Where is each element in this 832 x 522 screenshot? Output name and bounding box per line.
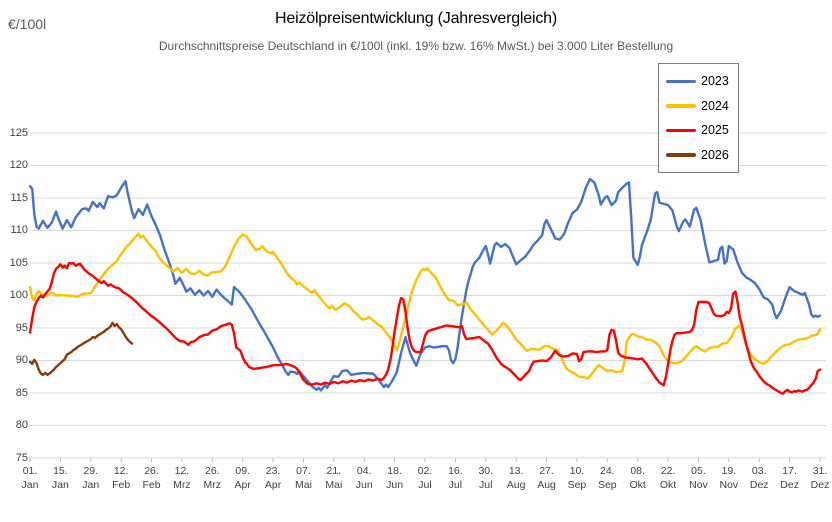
legend: 2023 2024 2025 2026 [658,63,739,173]
y-axis-unit-label: €/100l [8,16,47,32]
x-axis-tick-label: 07. Mai [294,465,312,491]
series-line-2023 [28,177,822,392]
legend-item-2023: 2023 [666,74,736,88]
legend-swatch-2026 [666,153,696,157]
y-axis-tick-label: 90 [15,354,28,366]
x-axis-tick-label: 09. Apr [234,465,251,491]
legend-item-2025: 2025 [666,123,736,137]
series-line-2024 [28,232,822,380]
legend-label: 2025 [701,123,729,138]
x-axis-tick-label: 03. Dez [749,465,769,491]
y-axis-tick-label: 125 [9,126,28,139]
legend-label: 2024 [701,98,729,113]
y-axis-tick-label: 80 [15,419,28,431]
series-line-2026 [28,321,134,376]
x-axis-tick-label: 01. Jan [21,465,39,491]
x-axis-tick-label: 22. Okt [659,465,677,491]
y-axis-tick-label: 110 [10,224,28,236]
x-axis-tick-label: 18. Jun [386,465,404,491]
x-axis-tick-label: 04. Jun [355,465,373,491]
y-axis-tick-label: 120 [9,159,28,171]
x-axis-tick-label: 26. Mrz [203,465,222,491]
x-axis-tick-label: 31. Dez [810,465,830,491]
y-axis-tick-label: 95 [15,321,28,334]
x-axis-tick-label: 19. Nov [719,465,739,491]
x-axis-tick-label: 30. Jul [478,465,494,491]
x-axis-tick-label: 29. Jan [82,465,100,491]
chart-subtitle: Durchschnittspreise Deutschland in €/100… [158,39,674,53]
legend-swatch-2025 [666,128,696,132]
y-axis-tick-label: 115 [10,191,28,204]
y-axis-tick-label: 75 [15,451,28,464]
x-axis-tick-label: 17. Dez [780,465,799,491]
x-axis-tick-label: 10. Sep [567,465,587,491]
x-axis-tick-label: 05. Nov [689,465,708,491]
x-axis-tick-label: 12. Mrz [173,465,191,491]
x-axis-tick-label: 15. Jan [51,465,69,491]
legend-swatch-2024 [666,104,696,108]
x-axis-tick-label: 02. Jul [417,465,433,491]
x-axis-tick-label: 16. Jul [448,465,463,491]
series-line-2025 [28,261,822,395]
y-axis-tick-label: 105 [9,256,28,269]
legend-label: 2023 [701,74,729,89]
y-axis-tick-label: 100 [9,289,28,301]
x-axis-tick-label: 12. Feb [112,465,131,491]
legend-label: 2026 [701,147,729,162]
legend-item-2026: 2026 [666,148,736,162]
x-axis-tick-label: 26. Feb [142,465,161,491]
x-axis-tick-label: 08. Okt [629,465,646,491]
x-axis-tick-label: 23. Apr [264,465,282,491]
x-axis-tick-label: 21. Mai [325,465,343,491]
x-axis-tick-label: 27. Aug [537,465,556,491]
x-axis-tick-label: 13. Aug [506,465,526,491]
legend-swatch-2023 [666,79,696,83]
legend-item-2024: 2024 [666,99,736,113]
y-axis-tick-label: 85 [15,386,28,399]
chart-title: Heizölpreisentwicklung (Jahresvergleich) [275,10,557,27]
x-axis-tick-label: 24. Sep [597,465,617,491]
